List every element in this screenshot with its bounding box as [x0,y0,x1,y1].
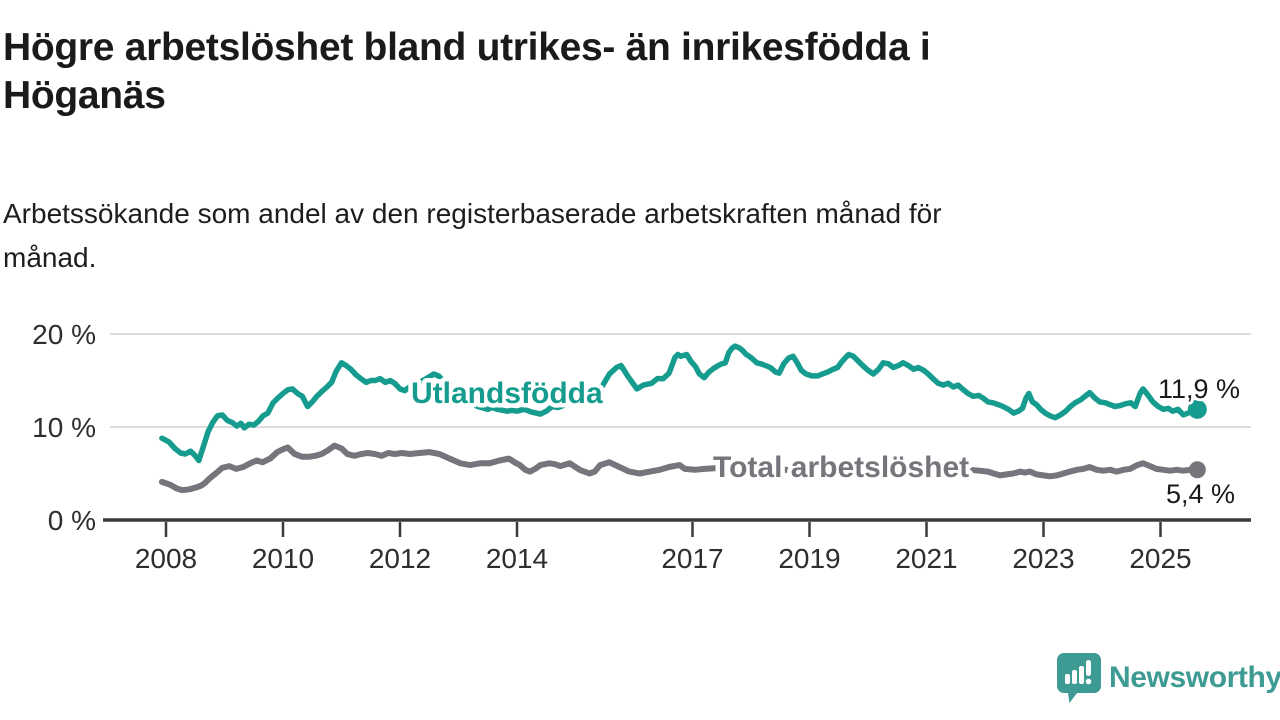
bar-chart-speech-bubble-icon [1057,653,1101,703]
chart-subtitle-line2: månad. [3,242,97,273]
chart-subtitle: Arbetssökande som andel av den registerb… [3,192,1233,280]
y-tick-label-10pct: 10 % [32,412,96,443]
newsworthy-logo: Newsworthy [1056,650,1280,706]
x-tick-label-2017: 2017 [661,543,723,574]
x-tick-label-2025: 2025 [1129,543,1191,574]
utlandsfodda-inline-label: Utlandsfödda [411,377,603,410]
x-tick-label-2019: 2019 [778,543,840,574]
x-tick-label-2012: 2012 [369,543,431,574]
page-title-line1: Högre arbetslöshet bland utrikes- än inr… [3,26,931,69]
utlandsfodda-end-value-label: 11,9 % [1158,374,1240,404]
total-end-value-label: 5,4 % [1166,479,1235,509]
utlandsfodda-line [159,343,1201,464]
x-tick-label-2023: 2023 [1012,543,1074,574]
x-tick-label-2010: 2010 [252,543,314,574]
page-title: Högre arbetslöshet bland utrikes- än inr… [3,24,1263,120]
y-tick-label-20pct: 20 % [32,319,96,350]
x-tick-label-2021: 2021 [895,543,957,574]
total-line [158,442,1201,494]
y-tick-label-0pct: 0 % [48,505,96,536]
page-title-line2: Höganäs [3,74,166,117]
x-tick-label-2014: 2014 [486,543,548,574]
total-inline-label: Total arbetslöshet [713,451,969,484]
chart-subtitle-line1: Arbetssökande som andel av den registerb… [3,198,942,229]
newsworthy-logo-text: Newsworthy [1109,661,1280,694]
total-end-dot [1188,461,1206,479]
x-tick-label-2008: 2008 [135,543,197,574]
utlandsfodda-end-dot [1187,399,1207,419]
